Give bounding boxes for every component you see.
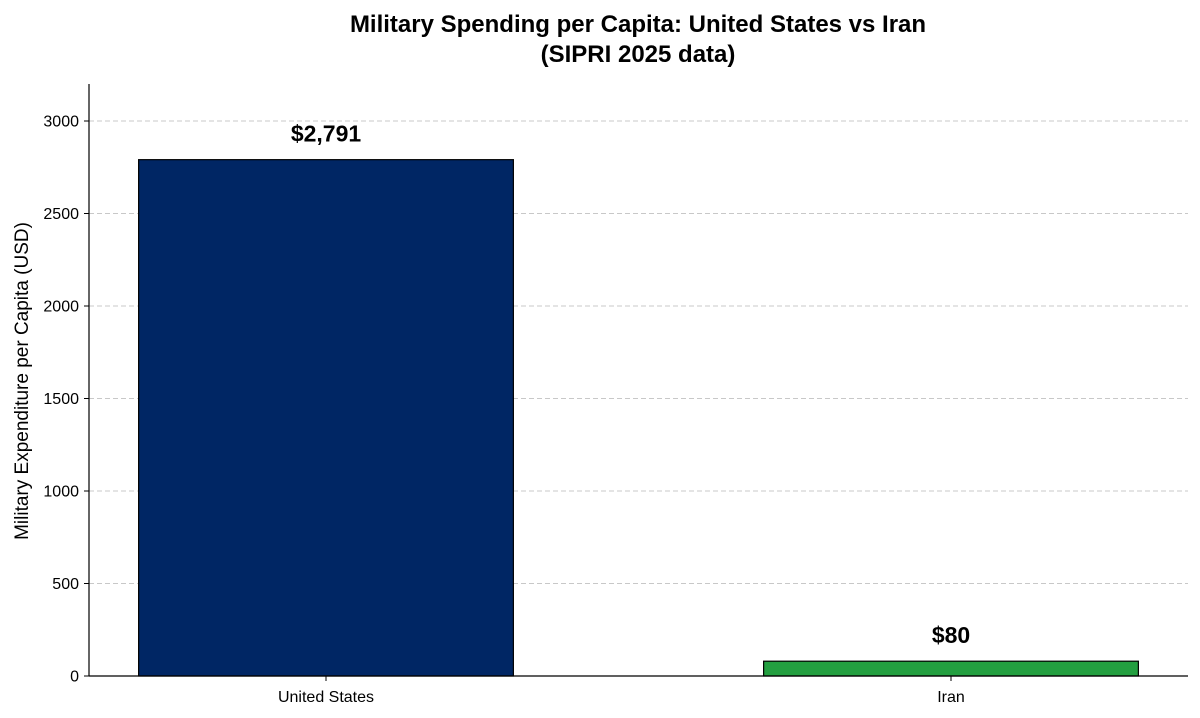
bar-value-label: $2,791 [291,121,362,147]
x-ticks: United States Iran [278,676,965,706]
value-labels: $2,791 $80 [291,121,970,649]
bar-value-label: $80 [932,622,970,648]
axes [88,84,1188,677]
grid-lines [89,120,1188,584]
chart-title-line-2: (SIPRI 2025 data) [541,41,736,68]
y-ticks: 0 500 1000 1500 2000 2500 3000 [43,114,89,686]
x-tick-label: Iran [937,689,965,706]
y-tick-label: 3000 [43,114,79,131]
y-tick-label: 0 [70,669,79,686]
y-tick-label: 2000 [43,299,79,316]
y-axis-label: Military Expenditure per Capita (USD) [12,222,33,540]
y-tick-label: 2500 [43,206,79,223]
x-tick-label: United States [278,689,374,706]
y-tick-label: 1500 [43,391,79,408]
chart-title-line-1: Military Spending per Capita: United Sta… [350,11,926,38]
bar-united-states [138,159,514,677]
y-tick-label: 1000 [43,484,79,501]
bars [138,159,1139,677]
bar-iran [763,660,1139,677]
y-tick-label: 500 [52,576,79,593]
